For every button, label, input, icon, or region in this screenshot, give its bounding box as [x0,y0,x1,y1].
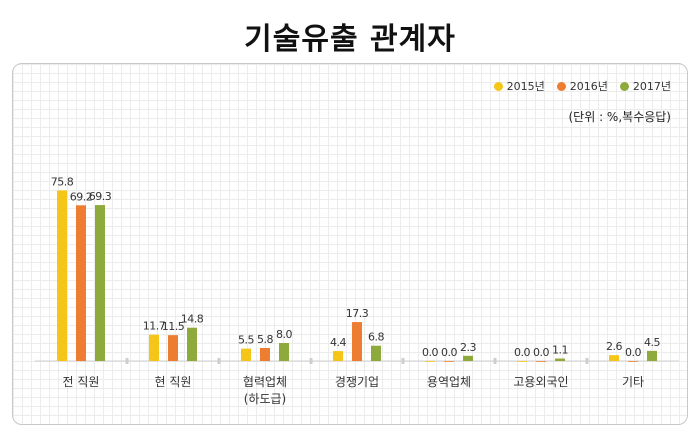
category-separator [585,358,589,364]
chart-panel: 2015년 2016년 2017년 (단위 : %,복수응답) 75.8 69.2 69… [12,63,688,425]
legend-label: 2016년 [569,80,608,93]
unit-note: (단위 : %,복수응답) [568,110,672,124]
page-title: 기술유출 관계자 [244,22,456,57]
category-separator [125,358,129,364]
data-label: 2.6 [606,340,622,353]
bar [260,347,270,361]
legend-item: 2016년 [556,78,608,94]
bar [628,361,638,362]
legend-item: 2015년 [493,78,545,94]
data-label: 14.8 [181,313,204,326]
data-label: 6.8 [368,331,384,344]
bar [241,348,251,361]
bar [57,190,67,361]
data-label: 11.7 [143,320,166,333]
legend-label: 2017년 [632,80,671,93]
category-separator [493,358,497,364]
data-label: 17.3 [346,307,369,320]
data-label: 69.2 [70,190,93,203]
bar [95,205,105,361]
bar [609,355,619,361]
bar [76,205,86,361]
bar [168,335,178,361]
data-label: 4.4 [330,336,346,349]
bar-chart: 75.8 69.269.3 전 직원 11.711.514.8 현 직원 5.5 5.8 8.… [35,175,679,406]
legend: 2015년 2016년 2017년 [493,78,671,94]
bar [425,361,435,362]
bar [187,327,197,361]
bar [444,361,454,362]
category-label: 현 직원 [155,375,192,389]
category-label: 기타 [622,375,644,389]
bar [352,322,362,361]
data-label: 0.0 [625,346,641,359]
data-label: 11.5 [162,320,185,333]
category-label: 협력업체 [243,375,287,389]
bar [279,343,289,361]
data-label: 0.0 [533,346,549,359]
bar [333,351,343,361]
bar [149,334,159,361]
data-label: 75.8 [51,175,74,188]
data-label: 5.5 [238,334,254,347]
category-separator [309,358,313,364]
data-label: 8.0 [276,328,292,341]
bar [371,345,381,361]
data-label: 1.1 [552,344,568,357]
data-label: 0.0 [422,346,438,359]
data-label: 4.5 [644,336,660,349]
category-separator [217,358,221,364]
data-label: 2.3 [460,341,476,354]
data-label: 0.0 [441,346,457,359]
legend-item: 2017년 [619,78,671,94]
bar [463,355,473,361]
bar [536,361,546,362]
category-label: (하도급) [244,392,286,406]
category-separator [401,358,405,364]
category-label: 용역업체 [427,375,471,389]
category-label: 전 직원 [63,375,100,389]
legend-swatch [556,81,566,91]
bar [517,361,527,362]
legend-swatch [493,81,503,91]
category-label: 경쟁기업 [335,375,379,389]
data-label: 5.8 [257,333,273,346]
legend-label: 2015년 [506,80,545,93]
data-label: 0.0 [514,346,530,359]
category-label: 고용외국인 [513,375,568,389]
legend-swatch [619,81,629,91]
data-label: 69.3 [89,190,112,203]
bar [647,350,657,361]
bar [555,358,565,361]
